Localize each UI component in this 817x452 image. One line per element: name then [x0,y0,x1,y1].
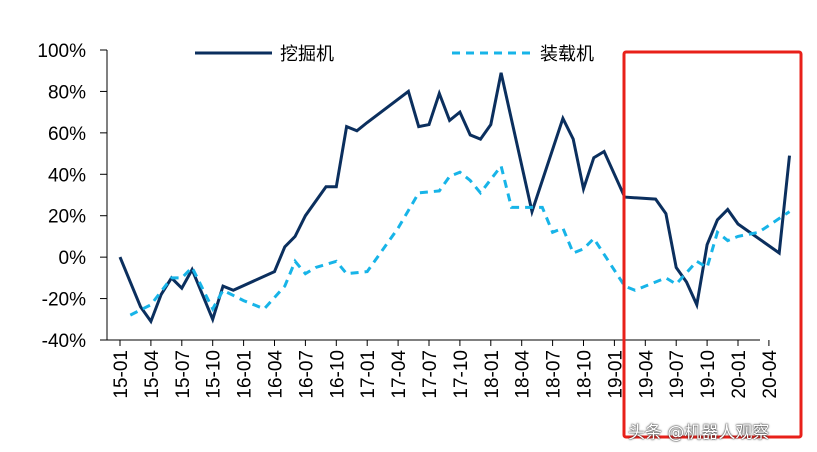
x-tick-label: 17-07 [420,350,441,399]
y-tick-label: 100% [37,41,86,62]
x-tick-label: 18-07 [544,350,565,399]
x-tick-label: 15-10 [204,350,225,399]
x-tick-label: 16-07 [296,350,317,399]
x-tick-label: 19-10 [698,350,719,399]
y-tick-label: -20% [42,290,86,311]
series-line-excavator [118,72,791,325]
y-tick-label: 80% [48,82,86,103]
legend-label-excavator: 挖掘机 [280,44,334,65]
legend-label-loader: 装载机 [540,44,594,65]
x-tick-label: 19-04 [636,350,657,399]
x-tick-label: 16-10 [327,350,348,399]
legend: 挖掘机 装载机 [195,44,594,65]
x-tick-label: 19-07 [667,350,688,399]
x-tick-label: 17-01 [358,350,379,399]
x-tick-label: 15-01 [111,350,132,399]
axes [100,49,770,346]
x-tick-label: 19-01 [605,350,626,399]
x-tick-label: 16-01 [235,350,256,399]
x-tick-label: 20-01 [729,350,750,399]
x-tick-label: 18-10 [575,350,596,399]
y-tick-label: -40% [42,331,86,352]
x-tick-label: 15-04 [142,350,163,399]
x-tick-label: 20-04 [760,350,781,399]
watermark: 头条 @机器人观察 [628,423,770,443]
x-tick-label: 18-01 [482,350,503,399]
x-tick-label: 17-04 [389,350,410,399]
x-tick-label: 16-04 [266,350,287,399]
highlight-box [622,50,803,439]
y-tick-label: 0% [59,248,87,269]
series-layer [118,72,791,325]
x-tick-label: 15-07 [173,350,194,399]
y-tick-label: 40% [48,165,86,186]
y-tick-label: 20% [48,207,86,228]
x-tick-label: 17-10 [451,350,472,399]
x-tick-label: 18-04 [513,350,534,399]
x-axis-ticks: 15-01 15-04 15-07 15-10 16-01 16-04 16-07 16-10… [111,350,781,399]
y-tick-label: 60% [48,124,86,145]
y-axis-ticks: 100% 80% 60% 40% 20% 0% -20% -40% [37,41,86,352]
